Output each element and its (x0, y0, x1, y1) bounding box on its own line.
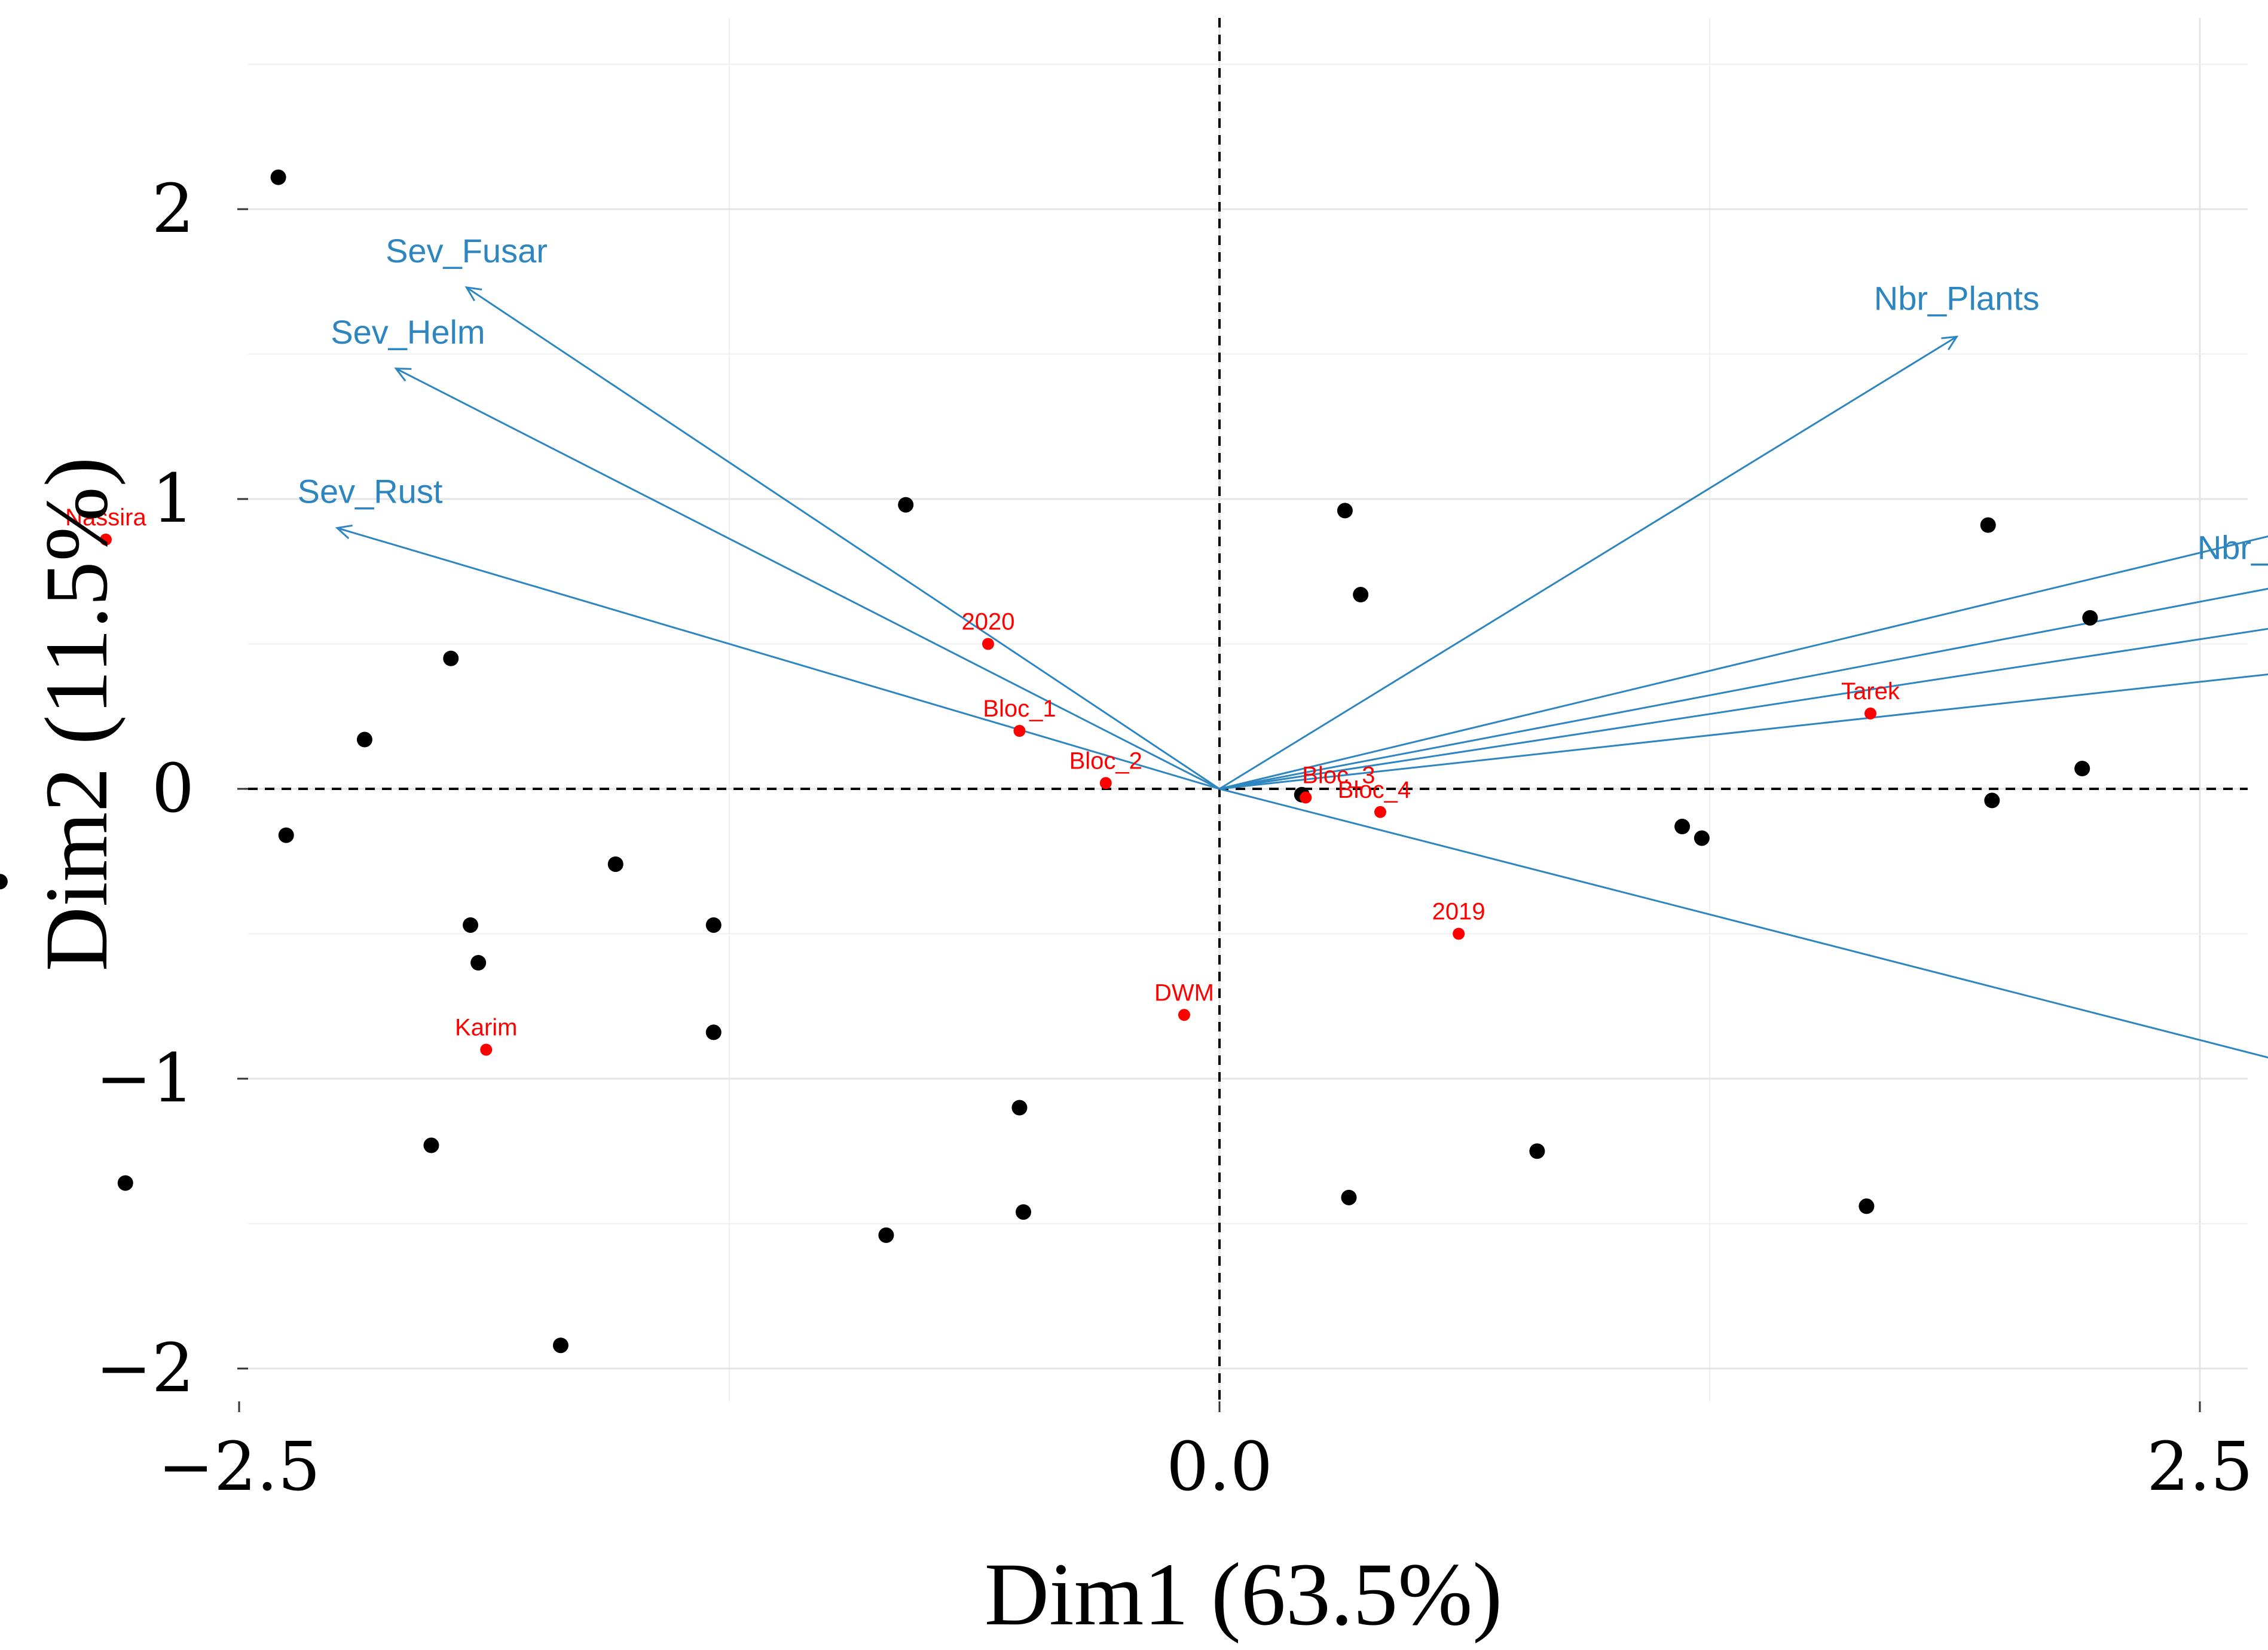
arrow-head (464, 286, 482, 302)
variable-arrow-tkw (1219, 788, 2268, 1059)
supplementary-point (1099, 777, 1112, 789)
supplementary-label-karim: Karim (455, 1015, 517, 1041)
individual-point (705, 1024, 722, 1040)
individual-point (423, 1137, 439, 1153)
individual-point (1011, 1100, 1028, 1116)
individual-point (1353, 587, 1369, 603)
supplementary-label-2020: 2020 (961, 609, 1014, 635)
individual-point (1984, 792, 2000, 809)
individual-point (1980, 517, 1996, 533)
supplementary-point (1453, 927, 1465, 940)
individual-point (463, 917, 479, 933)
arrow-head (335, 524, 353, 540)
y-tick-label: 1 (152, 460, 194, 538)
individual-point (898, 497, 914, 513)
y-tick-label: 2 (152, 170, 194, 248)
individual-point (1859, 1198, 1875, 1214)
reference-lines (248, 18, 2248, 1401)
individual-point (705, 917, 722, 933)
individual-point (443, 650, 459, 666)
x-axis-title: Dim1 (63.5%) (985, 1545, 1503, 1644)
individual-point (1694, 830, 1710, 846)
individual-point (1337, 503, 1353, 519)
individual-point (356, 731, 372, 748)
variable-label-sev_helm: Sev_Helm (331, 313, 485, 351)
individual-point (117, 1175, 133, 1191)
variable-arrows (335, 286, 2268, 1059)
variable-label-nbr_grains: Nbr_Grains (2197, 529, 2268, 567)
supplementary-label-dwm: DWM (1154, 979, 1214, 1006)
variable-label-sev_rust: Sev_Rust (298, 473, 443, 510)
x-tick-label: 2.5 (2147, 1428, 2253, 1506)
variable-label-nbr_plants: Nbr_Plants (1874, 279, 2040, 317)
supplementary-label-2019: 2019 (1432, 899, 1485, 925)
individual-point (1016, 1204, 1031, 1220)
point-labels: Sev_FusarSev_HelmSev_RustNbr_PlantsNbr_E… (65, 232, 2268, 1041)
variable-arrow-sev_helm (395, 368, 1220, 790)
x-tick-label: −2.5 (158, 1428, 320, 1506)
supplementary-label-tarek: Tarek (1841, 678, 1900, 705)
individual-point (278, 827, 294, 843)
individual-point (270, 169, 286, 185)
supplementary-label-bloc_4: Bloc_4 (1338, 777, 1411, 803)
individual-point (0, 874, 8, 890)
supplementary-point (1864, 707, 1876, 720)
individual-point (1341, 1189, 1357, 1205)
individual-point (607, 856, 623, 873)
supplementary-point (1300, 791, 1312, 804)
variable-arrow-nbr_plants (1219, 336, 1958, 790)
supplementary-label-bloc_2: Bloc_2 (1069, 748, 1142, 774)
variable-arrow-yeld (1219, 673, 2268, 790)
individual-point (1529, 1143, 1545, 1159)
supplementary-label-nassira: Nassira (65, 504, 146, 531)
y-tick-label: −2 (96, 1330, 194, 1407)
supplementary-label-bloc_3: Bloc_3 (1302, 763, 1375, 789)
variable-arrow-sev_rust (337, 527, 1220, 790)
supplementary-point (1374, 806, 1386, 818)
arrow-head (1941, 335, 1959, 351)
supplementary-point (982, 638, 994, 650)
individual-point (552, 1337, 568, 1354)
individual-point (878, 1227, 894, 1243)
individual-point (2074, 761, 2090, 777)
y-tick-label: 0 (152, 750, 194, 828)
variable-arrow-nbr_grains (1219, 587, 2268, 790)
variable-arrow-nbr_ears (1219, 535, 2268, 790)
supplementary-point (99, 533, 112, 546)
supplementary-label-bloc_1: Bloc_1 (983, 696, 1056, 722)
variable-arrow-dm (1219, 627, 2268, 790)
individual-point (1674, 819, 1691, 835)
supplementary-point (480, 1043, 493, 1056)
individual-point (470, 955, 487, 971)
y-axis-title: Dim2 (11.5%) (27, 457, 126, 972)
y-tick-label: −1 (96, 1040, 194, 1118)
grid (248, 18, 2248, 1401)
individual-points (0, 169, 2098, 1354)
supplementary-points (99, 533, 1876, 1056)
supplementary-point (1178, 1009, 1190, 1021)
x-tick-label: 0.0 (1166, 1428, 1273, 1506)
supplementary-point (1013, 725, 1026, 737)
arrow-head (394, 368, 412, 382)
variable-arrow-sev_fusar (466, 286, 1220, 790)
individual-point (2082, 610, 2098, 626)
variable-label-sev_fusar: Sev_Fusar (386, 232, 548, 270)
